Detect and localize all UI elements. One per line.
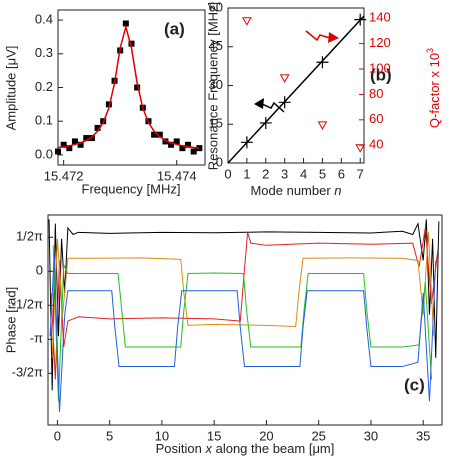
- data-point: [156, 131, 163, 138]
- x-tick-label: 25: [311, 428, 325, 443]
- y2-axis-label-text: Q-factor x 10: [427, 53, 442, 128]
- data-line: [50, 227, 439, 380]
- y-tick-label: 0: [36, 263, 43, 278]
- y2-axis-label: Q-factor x 103: [425, 48, 442, 128]
- data-point: [354, 13, 367, 26]
- x-tick-label: 5: [319, 166, 326, 181]
- y-tick-label: 0.3: [35, 45, 53, 60]
- y-tick-label: -π: [30, 331, 43, 346]
- y-tick-label: 60: [209, 0, 223, 14]
- x-tick-label: 0: [54, 428, 61, 443]
- data-point: [179, 145, 186, 152]
- data-point: [259, 116, 272, 129]
- x-tick-label: 6: [338, 166, 345, 181]
- plot-frame: [47, 214, 443, 426]
- data-point: [83, 135, 90, 142]
- x-axis-label-var: x: [204, 441, 212, 456]
- y2-tick-label: 40: [369, 137, 383, 152]
- y2-tick-label: 100: [369, 60, 391, 75]
- x-axis-label: Frequency [MHz]: [82, 181, 181, 196]
- x-tick-label: 30: [364, 428, 378, 443]
- data-point: [128, 40, 135, 47]
- y-tick-label: 30: [209, 77, 223, 92]
- data-point: [60, 141, 67, 148]
- data-point: [173, 138, 180, 145]
- x-tick-label: 4: [300, 166, 307, 181]
- y2-tick-label: 120: [369, 35, 391, 50]
- data-point: [190, 148, 197, 155]
- x-tick-label: 15: [207, 428, 221, 443]
- plot-frame: [227, 7, 365, 164]
- data-point: [242, 17, 252, 26]
- data-line: [48, 219, 440, 391]
- data-point: [240, 136, 253, 149]
- x-axis-label-text: Mode number: [250, 183, 334, 198]
- y-tick-label: 0.0: [35, 146, 53, 161]
- data-point: [316, 56, 329, 69]
- x-tick-label: 10: [155, 428, 169, 443]
- x-tick-label: 0: [224, 166, 231, 181]
- y-axis-label: Phase [rad]: [3, 287, 18, 354]
- data-point: [88, 135, 95, 142]
- data-line: [49, 253, 437, 413]
- y-tick-label: 15: [209, 116, 223, 131]
- panel-label: (c): [404, 375, 425, 394]
- y-tick-label: -3/2π: [12, 365, 43, 380]
- x-tick-label: 3: [281, 166, 288, 181]
- x-tick-label: 7: [357, 166, 364, 181]
- x-axis-label-text: Position: [156, 441, 206, 456]
- data-point: [71, 138, 78, 145]
- data-line: [57, 23, 200, 149]
- y-axis-label: Amplitude [μV]: [3, 46, 18, 131]
- x-tick-label: 1: [243, 166, 250, 181]
- x-axis-label: Mode number n: [250, 183, 341, 198]
- data-point: [162, 138, 169, 145]
- panel-label: (b): [370, 65, 392, 84]
- data-point: [151, 131, 158, 138]
- y2-tick-label: 80: [369, 86, 383, 101]
- arrow-head: [328, 32, 339, 43]
- x-axis-label-text: along the beam [μm]: [212, 441, 334, 456]
- y-tick-label: 0.1: [35, 113, 53, 128]
- data-point: [105, 101, 112, 108]
- data-point: [122, 20, 129, 27]
- data-point: [278, 96, 291, 109]
- arrow-head: [254, 98, 264, 109]
- arrow: [305, 30, 331, 42]
- x-tick-label: 15.472: [44, 168, 84, 183]
- x-axis-label-var: n: [334, 183, 341, 198]
- y2-axis-label-sup: 3: [425, 48, 435, 53]
- data-point: [168, 141, 175, 148]
- data-line: [51, 232, 435, 358]
- data-point: [279, 74, 290, 83]
- data-point: [355, 144, 366, 153]
- y-tick-label: -1/2π: [12, 297, 43, 312]
- y2-tick-label: 140: [369, 10, 391, 25]
- data-point: [66, 145, 73, 152]
- x-tick-label: 20: [259, 428, 273, 443]
- data-point: [185, 141, 192, 148]
- data-line: [227, 15, 365, 164]
- arrow: [261, 101, 285, 113]
- x-tick-label: 15.474: [157, 168, 197, 183]
- data-point: [134, 84, 141, 91]
- x-tick-label: 35: [416, 428, 430, 443]
- y-tick-label: 45: [209, 38, 223, 53]
- x-tick-label: 2: [262, 166, 269, 181]
- data-point: [94, 124, 101, 131]
- y-tick-label: 0: [216, 154, 223, 169]
- data-point: [77, 141, 84, 148]
- data-line: [52, 245, 433, 402]
- data-point: [55, 148, 61, 155]
- y-axis-label: Resonance Frequency [MHz]: [205, 2, 220, 170]
- y2-tick-label: 60: [369, 111, 383, 126]
- y-tick-label: 0.2: [35, 79, 53, 94]
- x-axis-label: Position x along the beam [μm]: [156, 441, 335, 456]
- x-tick-label: 5: [106, 428, 113, 443]
- y-tick-label: 1/2π: [16, 229, 43, 244]
- data-point: [317, 121, 328, 130]
- panel-label: (a): [164, 19, 185, 38]
- y-tick-label: 0.4: [35, 12, 53, 27]
